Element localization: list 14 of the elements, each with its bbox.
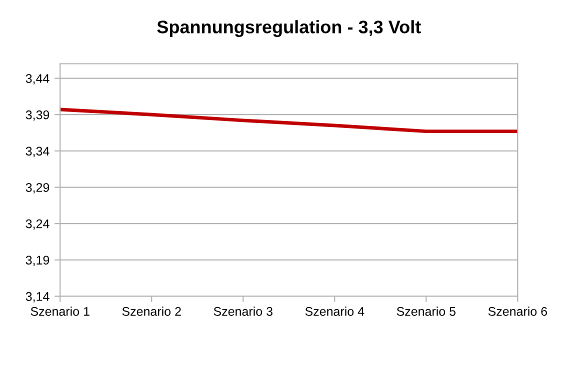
x-tick-label: Szenario 3: [214, 306, 272, 316]
x-tick-label: Szenario 4: [305, 306, 364, 316]
y-tick-label: 3,39: [26, 110, 50, 121]
x-tick-label: Szenario 6: [488, 306, 548, 316]
y-tick-label: 3,19: [26, 256, 50, 266]
x-tick-label: Szenario 1: [30, 306, 90, 316]
chart-title: Spannungsregulation - 3,3 Volt: [157, 20, 421, 38]
y-tick-label: 3,14: [26, 292, 50, 302]
y-tick-label: 3,24: [26, 219, 50, 230]
y-tick-label: 3,44: [26, 74, 50, 84]
x-tick-label: Szenario 5: [396, 306, 456, 316]
y-tick-label: 3,34: [26, 146, 50, 158]
x-tick-label: Szenario 2: [122, 306, 181, 316]
y-tick-label: 3,29: [26, 183, 50, 194]
